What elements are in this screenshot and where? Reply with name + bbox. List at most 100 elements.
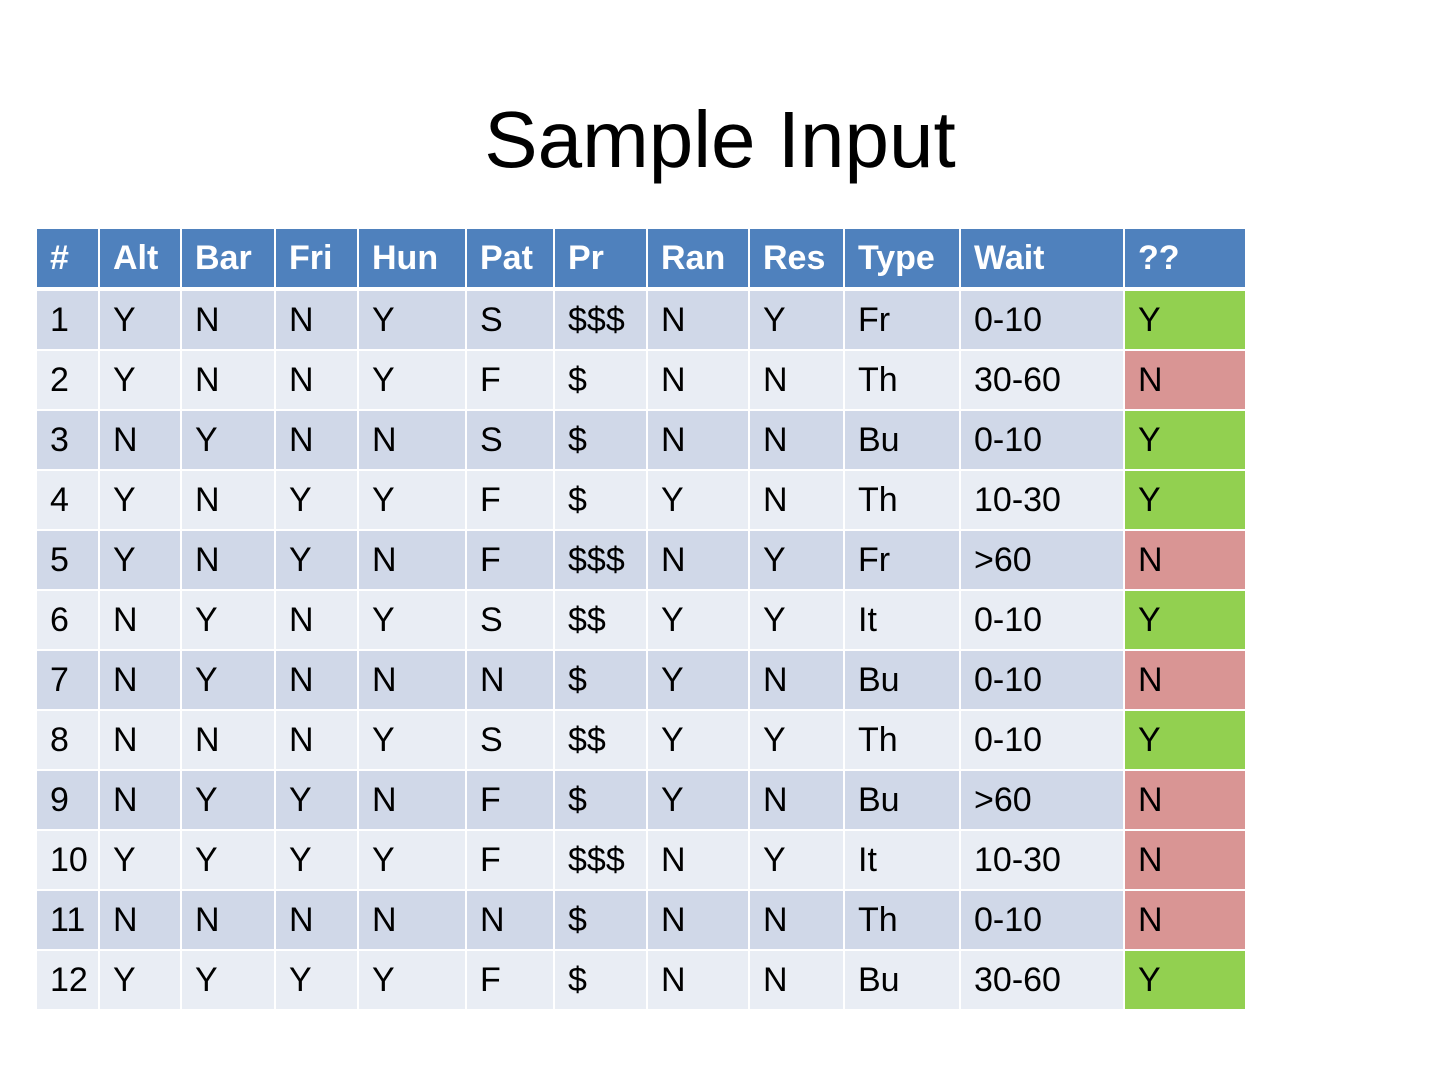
table-cell: N (467, 651, 553, 709)
table-cell: Y (750, 531, 843, 589)
table-cell: Y (359, 291, 465, 349)
table-cell: N (750, 651, 843, 709)
column-header: Fri (276, 229, 357, 289)
table-cell: S (467, 591, 553, 649)
table-cell: Y (750, 831, 843, 889)
table-cell: N (359, 771, 465, 829)
table-cell: Bu (845, 771, 959, 829)
column-header: Pat (467, 229, 553, 289)
table-cell: N (100, 891, 180, 949)
table-cell: N (359, 411, 465, 469)
outcome-cell: Y (1125, 591, 1245, 649)
table-cell: N (276, 411, 357, 469)
table-cell: N (100, 591, 180, 649)
table-cell: 10-30 (961, 831, 1123, 889)
table-cell: Y (182, 591, 274, 649)
table-cell: Th (845, 351, 959, 409)
outcome-cell: N (1125, 651, 1245, 709)
table-cell: N (648, 891, 748, 949)
table-cell: 4 (37, 471, 98, 529)
table-cell: 0-10 (961, 711, 1123, 769)
table-cell: >60 (961, 771, 1123, 829)
table-row: 8 N N N Y S $$ Y Y Th 0-10 Y (37, 711, 1245, 769)
table-row: 2 Y N N Y F $ N N Th 30-60 N (37, 351, 1245, 409)
table-cell: Y (276, 831, 357, 889)
table-cell: 10-30 (961, 471, 1123, 529)
table-cell: N (182, 351, 274, 409)
table-cell: Bu (845, 951, 959, 1009)
table-cell: Y (100, 531, 180, 589)
table-cell: $ (555, 351, 646, 409)
table-row: 4 Y N Y Y F $ Y N Th 10-30 Y (37, 471, 1245, 529)
table-cell: 0-10 (961, 411, 1123, 469)
table-cell: Y (100, 831, 180, 889)
table-cell: F (467, 531, 553, 589)
outcome-cell: N (1125, 891, 1245, 949)
table-cell: N (750, 411, 843, 469)
table-row: 10 Y Y Y Y F $$$ N Y It 10-30 N (37, 831, 1245, 889)
table-cell: Y (182, 831, 274, 889)
column-header: Res (750, 229, 843, 289)
table-cell: N (467, 891, 553, 949)
outcome-cell: Y (1125, 471, 1245, 529)
table-cell: 5 (37, 531, 98, 589)
table-cell: 2 (37, 351, 98, 409)
outcome-cell: N (1125, 771, 1245, 829)
table-cell: $$ (555, 711, 646, 769)
table-cell: It (845, 591, 959, 649)
table-cell: N (276, 891, 357, 949)
table-cell: Bu (845, 651, 959, 709)
table-cell: Y (100, 471, 180, 529)
table-cell: N (648, 951, 748, 1009)
table-cell: $ (555, 471, 646, 529)
table-cell: Y (276, 531, 357, 589)
outcome-cell: Y (1125, 951, 1245, 1009)
table-cell: 7 (37, 651, 98, 709)
column-header: Bar (182, 229, 274, 289)
table-cell: N (359, 891, 465, 949)
table-cell: F (467, 831, 553, 889)
column-header: Hun (359, 229, 465, 289)
table-cell: >60 (961, 531, 1123, 589)
table-cell: Y (100, 351, 180, 409)
table-cell: N (750, 471, 843, 529)
outcome-cell: Y (1125, 711, 1245, 769)
table-row: 3 N Y N N S $ N N Bu 0-10 Y (37, 411, 1245, 469)
table-cell: 11 (37, 891, 98, 949)
table-cell: S (467, 291, 553, 349)
table-cell: N (750, 771, 843, 829)
table-cell: Bu (845, 411, 959, 469)
outcome-cell: N (1125, 351, 1245, 409)
table-cell: N (750, 951, 843, 1009)
table-cell: Y (182, 651, 274, 709)
table-cell: Y (182, 771, 274, 829)
table-cell: N (100, 651, 180, 709)
table-cell: F (467, 471, 553, 529)
table-cell: Th (845, 711, 959, 769)
table-cell: S (467, 411, 553, 469)
table-cell: 30-60 (961, 351, 1123, 409)
table-cell: 8 (37, 711, 98, 769)
table-cell: 0-10 (961, 651, 1123, 709)
table-cell: N (750, 891, 843, 949)
table-cell: N (276, 291, 357, 349)
table-cell: Y (750, 291, 843, 349)
table-cell: F (467, 351, 553, 409)
table-cell: F (467, 771, 553, 829)
table-cell: Th (845, 471, 959, 529)
outcome-cell: Y (1125, 291, 1245, 349)
table-cell: $ (555, 411, 646, 469)
table-cell: Y (648, 591, 748, 649)
table-cell: Y (359, 591, 465, 649)
table-cell: N (648, 411, 748, 469)
table-cell: Y (276, 771, 357, 829)
column-header: # (37, 229, 98, 289)
table-cell: 0-10 (961, 891, 1123, 949)
table-cell: Y (359, 711, 465, 769)
table-cell: $$$ (555, 531, 646, 589)
table-cell: $ (555, 891, 646, 949)
table-cell: $ (555, 951, 646, 1009)
table-cell: N (276, 651, 357, 709)
table-cell: N (182, 471, 274, 529)
table-cell: N (276, 591, 357, 649)
